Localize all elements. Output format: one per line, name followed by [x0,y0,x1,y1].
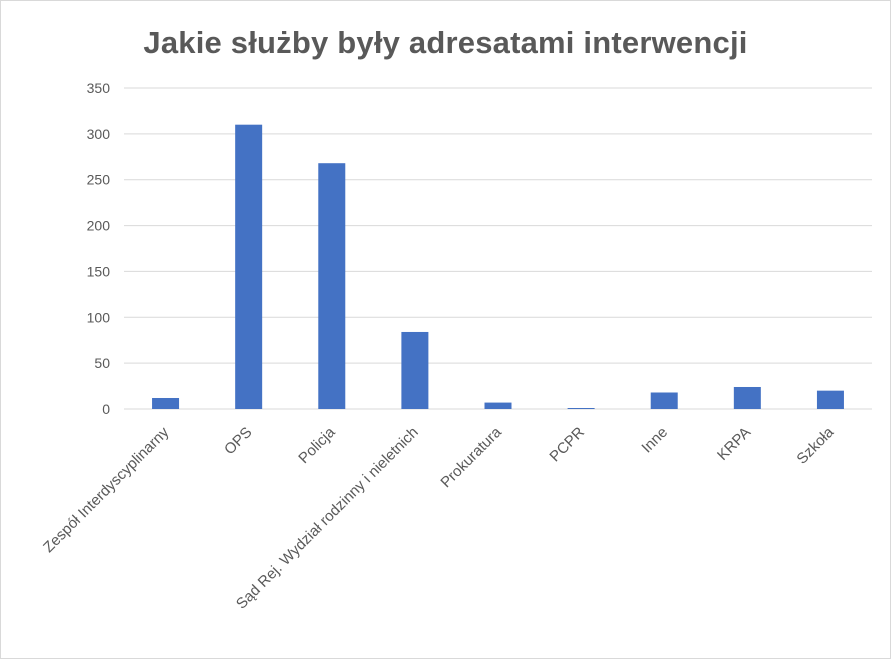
category-label: Inne [638,424,671,457]
category-label: Policja [295,423,339,467]
category-label: Zespół Interdyscyplinarny [40,423,173,556]
bar-1 [152,397,180,409]
y-tick-label: 300 [87,126,111,142]
y-tick-label: 150 [87,263,111,279]
category-label: PCPR [546,424,588,466]
y-tick-label: 350 [87,80,111,96]
y-tick-label: 200 [87,218,111,234]
chart-title: Jakie służby były adresatami interwencji [143,25,748,60]
bar-2 [235,124,263,409]
category-label: Szkoła [793,423,837,467]
bar-7 [650,392,678,409]
bar-3 [318,163,346,409]
category-label: Prokuratura [437,423,505,491]
bar-4 [401,331,429,409]
y-tick-label: 100 [87,309,111,325]
bar-8 [733,386,761,409]
y-tick-label: 250 [87,172,111,188]
y-tick-label: 50 [94,355,110,371]
bar-5 [484,402,512,409]
bar-9 [816,390,844,409]
y-tick-label: 0 [102,401,110,417]
bar-6 [567,408,595,409]
category-label: OPS [221,424,255,458]
category-label: Sąd Rej. Wydział rodzinny i nieletnich [233,424,422,613]
category-label: KRPA [714,424,754,464]
